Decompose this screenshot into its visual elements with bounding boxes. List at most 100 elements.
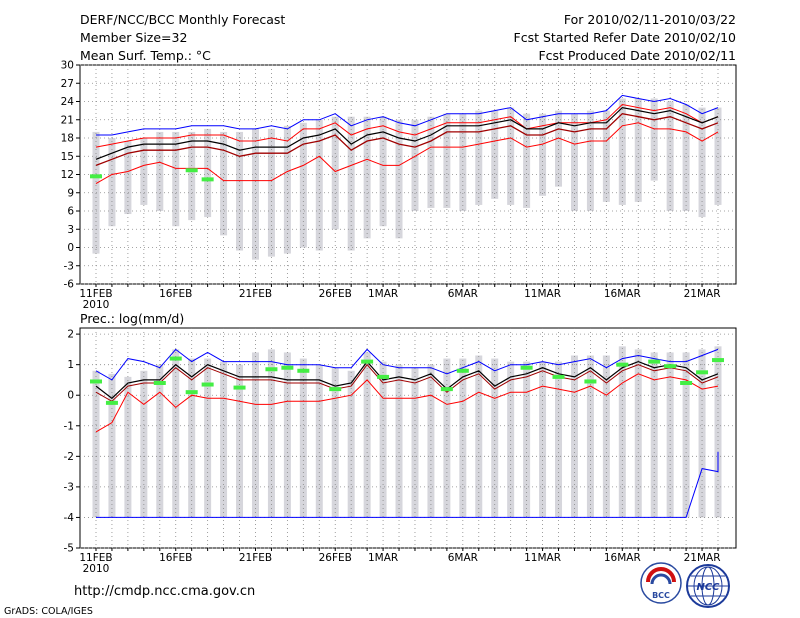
footer-url[interactable]: http://cmdp.ncc.cma.gov.cn (74, 584, 255, 599)
temp-bar (267, 128, 275, 257)
prec-bar (220, 361, 228, 518)
prec-obs-marker (169, 356, 182, 361)
prec-y-tick-label: 1 (67, 359, 74, 371)
temp-x-tick-label: 21MAR (684, 288, 721, 300)
prec-obs-marker (297, 368, 310, 373)
prec-series-floor-line (96, 451, 719, 518)
prec-obs-marker (361, 359, 374, 364)
prec-bar (682, 352, 690, 518)
prec-x-tick-label: 21FEB (239, 552, 272, 564)
temp-bar (602, 110, 610, 202)
temp-y-tick-label: 30 (61, 60, 74, 72)
temp-series-min-line (95, 122, 719, 185)
prec-obs-marker (584, 379, 597, 384)
temp-bar (714, 107, 722, 205)
temp-x-tick-sublabel: 2010 (83, 299, 110, 311)
temp-bar (220, 131, 228, 236)
prec-bar (299, 358, 307, 518)
prec-obs-marker (712, 358, 724, 363)
temp-bar (443, 113, 451, 208)
prec-x-tick-label: 16MAR (604, 552, 641, 564)
temp-bar (251, 128, 259, 260)
temp-bar (618, 98, 626, 205)
prec-x-tick-label: 1MAR (368, 552, 398, 564)
prec-series-mean-line (95, 360, 719, 400)
prec-obs-marker (520, 365, 533, 370)
prec-bar (539, 361, 547, 518)
prec-obs-marker (281, 365, 294, 370)
prec-bar (331, 367, 339, 518)
prec-bar (251, 352, 259, 518)
prec-series-max-line (95, 348, 719, 381)
header-produced-date: Fcst Produced Date 2010/02/11 (538, 48, 736, 63)
prec-obs-marker (185, 390, 198, 395)
temp-x-tick-label: 6MAR (448, 288, 478, 300)
temp-y-tick-label: 6 (67, 206, 74, 218)
prec-y-tick-label: -1 (64, 420, 74, 432)
header-title: DERF/NCC/BCC Monthly Forecast (80, 12, 285, 27)
temp-bar (459, 113, 467, 211)
prec-series-min-line (95, 373, 719, 433)
temp-bar (347, 116, 355, 251)
prec-bar (666, 352, 674, 518)
temp-bar (586, 110, 594, 211)
temp-x-tick-label: 16MAR (604, 288, 641, 300)
temp-bar (539, 113, 547, 196)
prec-bar (714, 346, 722, 518)
temp-obs-marker (185, 168, 198, 173)
prec-obs-marker (664, 364, 677, 369)
footer-credit: GrADS: COLA/IGES (4, 606, 93, 617)
temp-y-tick-label: 15 (61, 151, 74, 163)
prec-bar (650, 352, 658, 518)
prec-bar (267, 349, 275, 518)
prec-y-tick-label: -3 (64, 481, 74, 493)
temp-bar (172, 131, 180, 227)
prec-y-tick-label: 0 (67, 390, 74, 402)
prec-bar (507, 361, 515, 518)
prec-bar (379, 361, 387, 518)
prec-bar (236, 364, 244, 518)
ncc-logo: NCC (686, 564, 730, 608)
bcc-logo: BCC (640, 562, 682, 604)
temp-bar (395, 119, 403, 239)
prec-obs-marker (440, 387, 453, 392)
header-start-date: Fcst Started Refer Date 2010/02/10 (514, 30, 737, 45)
temp-x-tick-label: 11FEB (79, 288, 112, 300)
temp-y-tick-label: 18 (61, 133, 74, 145)
temp-x-tick-label: 1MAR (368, 288, 398, 300)
temp-series-max-line (96, 94, 719, 136)
temp-bar (331, 116, 339, 230)
temp-bar (188, 131, 196, 221)
prec-obs-marker (648, 359, 661, 364)
header-period: For 2010/02/11-2010/03/22 (564, 12, 736, 27)
temp-x-tick-label: 16FEB (159, 288, 192, 300)
temp-series-upper-line (95, 103, 719, 148)
prec-bar (315, 364, 323, 518)
temp-y-tick-label: -6 (64, 279, 75, 291)
prec-bar (108, 373, 116, 518)
temp-obs-marker (201, 177, 214, 182)
prec-bar (698, 349, 706, 518)
temp-bar (156, 131, 164, 211)
prec-obs-marker (329, 387, 342, 392)
temp-bar (634, 98, 642, 202)
temp-bar (507, 107, 515, 205)
prec-obs-marker (90, 379, 102, 384)
prec-obs-marker (265, 367, 278, 372)
header-variable: Mean Surf. Temp.: °C (80, 48, 211, 63)
prec-x-tick-label: 11MAR (524, 552, 561, 564)
temp-x-tick-label: 21FEB (239, 288, 272, 300)
prec-obs-marker (233, 385, 246, 390)
temp-y-tick-label: 21 (61, 114, 74, 126)
temp-x-tick-label: 11MAR (524, 288, 561, 300)
temp-y-tick-label: 9 (67, 187, 74, 199)
temp-series-lower-line (95, 112, 719, 167)
temp-bar (379, 116, 387, 227)
prec-bar (283, 352, 291, 518)
prec-x-tick-label: 16FEB (159, 552, 192, 564)
temp-bar (236, 131, 244, 251)
temp-bar (666, 101, 674, 211)
prec-y-tick-label: -2 (64, 451, 74, 463)
